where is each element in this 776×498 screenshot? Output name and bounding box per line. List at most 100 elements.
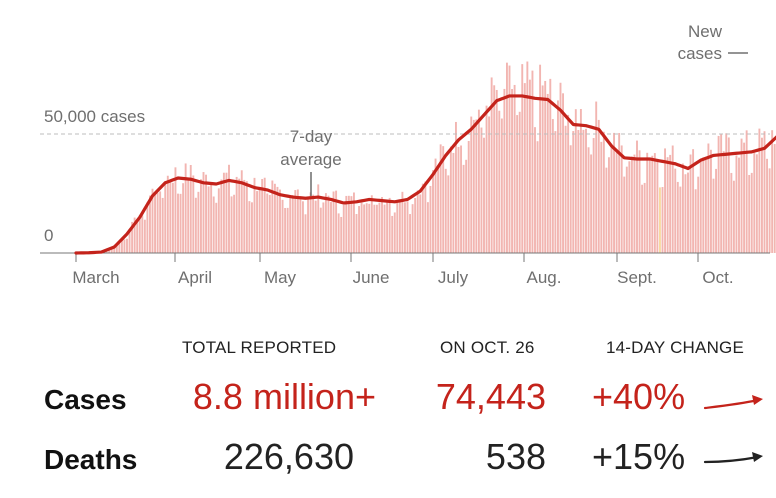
daily-case-bar xyxy=(136,222,139,253)
daily-case-bar xyxy=(299,197,302,253)
daily-case-bar xyxy=(210,184,213,253)
daily-case-bar xyxy=(715,168,717,253)
daily-case-bar xyxy=(671,145,674,253)
daily-case-bar xyxy=(536,141,539,253)
daily-case-bar xyxy=(370,195,373,253)
daily-case-bar xyxy=(235,176,238,253)
daily-case-bar xyxy=(605,167,608,253)
daily-case-bar xyxy=(694,189,697,253)
daily-case-bar xyxy=(498,110,501,254)
daily-case-bar xyxy=(230,196,233,253)
daily-case-bar xyxy=(115,243,118,253)
daily-case-bar xyxy=(363,204,366,253)
daily-case-bar xyxy=(495,89,498,253)
daily-case-bar xyxy=(636,140,638,253)
daily-case-bar xyxy=(646,152,649,253)
daily-case-bar xyxy=(597,119,600,254)
daily-case-bar xyxy=(317,184,320,253)
daily-case-bar xyxy=(761,137,763,253)
header-day: ON OCT. 26 xyxy=(440,338,535,357)
daily-case-bar xyxy=(722,151,725,253)
daily-case-bar xyxy=(569,145,572,253)
daily-case-bar xyxy=(332,191,335,253)
daily-case-bar xyxy=(572,131,575,253)
daily-case-bar xyxy=(735,155,738,253)
daily-case-bar xyxy=(248,201,251,253)
daily-case-bar xyxy=(240,170,243,253)
daily-case-bar xyxy=(228,164,230,253)
daily-case-bar xyxy=(488,116,491,254)
daily-case-bar xyxy=(618,133,621,253)
daily-case-bar xyxy=(643,182,646,253)
daily-case-bar xyxy=(676,181,679,253)
daily-case-bar xyxy=(347,195,350,253)
daily-case-bar xyxy=(763,131,766,253)
x-tick-label: May xyxy=(264,268,297,287)
daily-case-bar xyxy=(707,143,710,253)
x-tick-label: June xyxy=(353,268,390,287)
daily-case-bar xyxy=(108,250,111,253)
header-change: 14-DAY CHANGE xyxy=(606,338,745,357)
daily-case-bar xyxy=(544,80,547,253)
daily-case-bar xyxy=(128,232,131,253)
annotation-7day-line1: 7-day xyxy=(290,127,333,146)
daily-case-bar xyxy=(434,158,437,253)
daily-case-bar xyxy=(126,238,128,253)
daily-case-bar xyxy=(472,119,475,253)
daily-case-bar xyxy=(684,174,687,253)
daily-case-bar xyxy=(355,214,358,253)
daily-case-bar xyxy=(222,172,225,253)
daily-case-bar xyxy=(174,167,177,253)
daily-case-bar xyxy=(462,164,465,253)
daily-case-bar xyxy=(215,202,218,253)
daily-case-bar xyxy=(375,204,378,253)
daily-case-bar xyxy=(345,195,348,253)
daily-case-bar xyxy=(324,193,327,253)
daily-case-bar xyxy=(426,202,429,253)
daily-case-bar xyxy=(205,174,207,253)
daily-case-bar xyxy=(159,191,162,253)
daily-cases-bars xyxy=(77,61,776,254)
daily-case-bar xyxy=(638,150,641,253)
daily-case-bar xyxy=(773,144,776,253)
daily-case-bar xyxy=(508,65,511,253)
daily-case-bar xyxy=(207,186,210,253)
daily-case-bar xyxy=(258,188,261,253)
deaths-day: 538 xyxy=(485,436,546,477)
daily-case-bar xyxy=(493,85,496,253)
daily-case-bar xyxy=(291,195,294,253)
daily-case-bar xyxy=(590,154,593,253)
daily-case-bar xyxy=(284,207,287,253)
daily-case-bar xyxy=(197,191,200,253)
daily-case-bar xyxy=(296,189,299,253)
daily-case-bar xyxy=(416,190,419,253)
daily-case-bar xyxy=(251,202,253,253)
daily-case-bar xyxy=(500,118,503,254)
daily-case-bar xyxy=(424,181,427,253)
daily-case-bar xyxy=(194,197,197,253)
daily-case-bar xyxy=(263,177,266,253)
cases-change: +40% xyxy=(592,376,686,417)
daily-case-bar xyxy=(238,178,241,253)
daily-case-bar xyxy=(429,185,432,253)
y-tick-50000: 50,000 cases xyxy=(44,107,145,126)
daily-case-bar xyxy=(460,145,462,253)
daily-case-bar xyxy=(674,168,677,253)
daily-case-bar xyxy=(383,204,386,253)
cases-chart: March April May June July Aug. Sept. Oct. 0 50,… xyxy=(40,22,776,287)
daily-case-bar xyxy=(531,70,534,253)
cases-trend-arrow-icon xyxy=(703,395,763,410)
daily-case-bar xyxy=(220,179,223,253)
daily-case-bar xyxy=(628,161,631,253)
daily-case-bar xyxy=(630,156,633,253)
daily-case-bar xyxy=(666,157,669,253)
daily-case-bar xyxy=(551,119,554,253)
daily-case-bar xyxy=(755,154,758,253)
daily-case-bar xyxy=(554,131,557,253)
daily-case-bar xyxy=(730,172,733,253)
daily-case-bar xyxy=(455,121,457,254)
daily-case-bar xyxy=(457,146,460,253)
daily-case-bar xyxy=(164,183,167,253)
daily-case-bar xyxy=(309,192,312,253)
daily-case-bar xyxy=(330,202,332,253)
